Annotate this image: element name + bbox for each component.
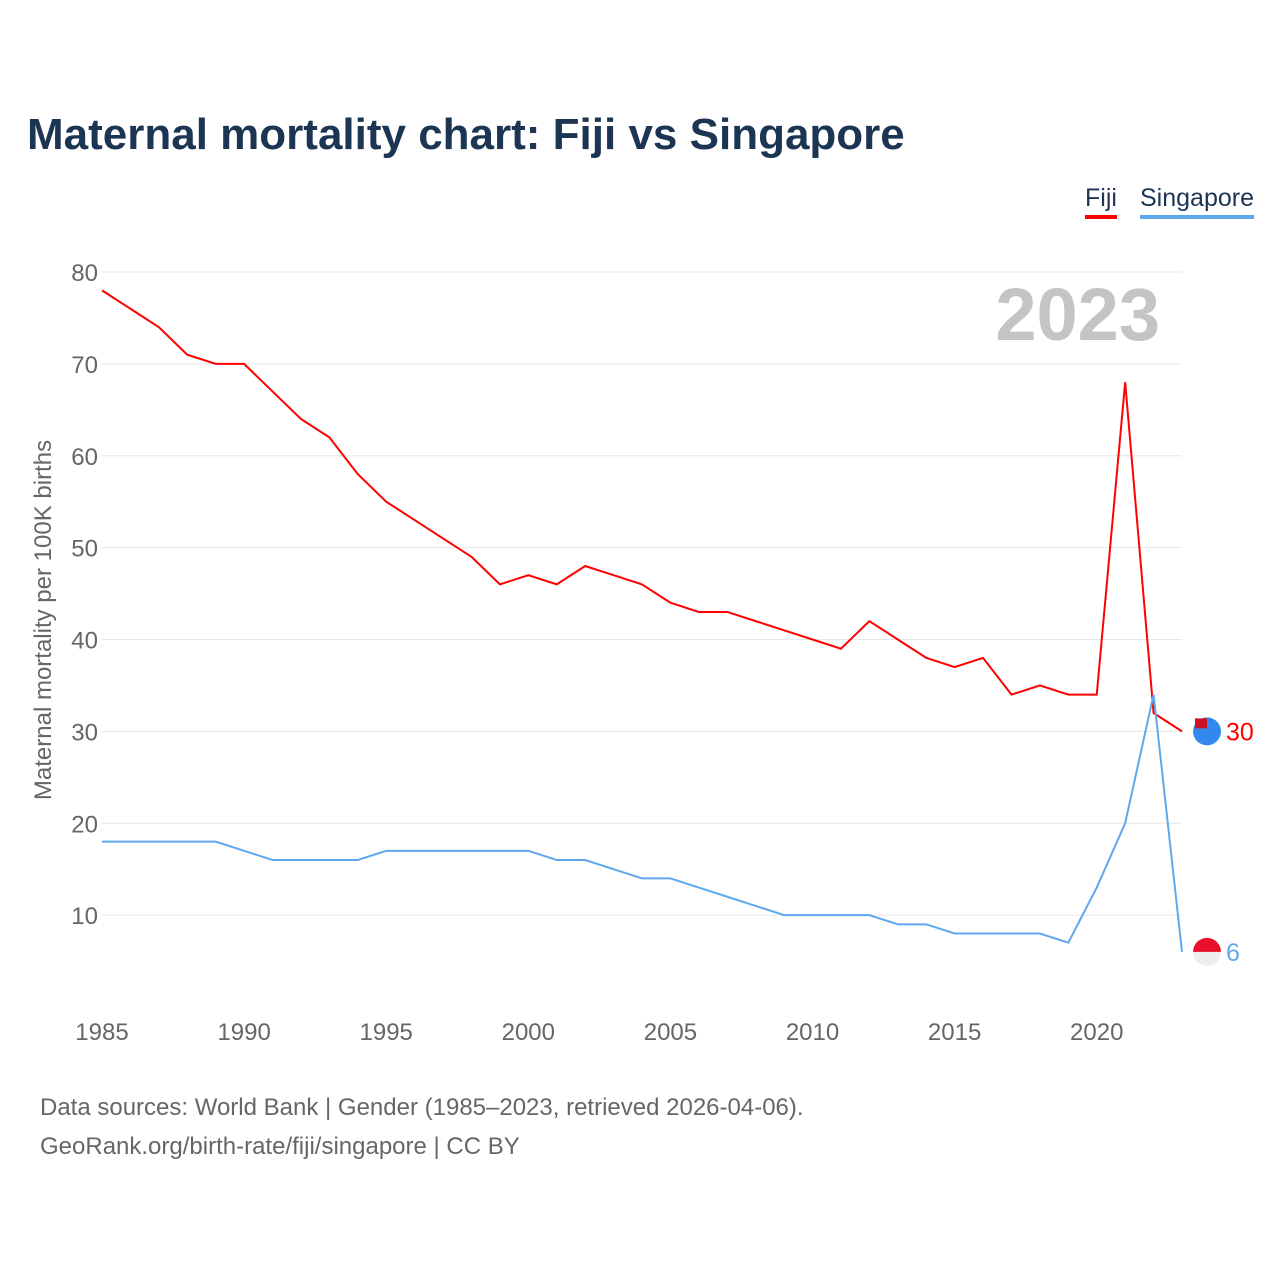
x-tick-label: 2015 <box>928 1019 981 1046</box>
source-line-2[interactable]: GeoRank.org/birth-rate/fiji/singapore | … <box>40 1133 520 1160</box>
x-tick-label: 1990 <box>217 1019 270 1046</box>
source-note: Data sources: World Bank | Gender (1985–… <box>40 1088 804 1166</box>
x-tick-label: 1995 <box>360 1019 413 1046</box>
y-tick-label: 50 <box>71 536 98 563</box>
end-value-label: 30 <box>1226 718 1254 746</box>
y-tick-label: 30 <box>71 719 98 746</box>
y-tick-label: 20 <box>71 811 98 838</box>
y-tick-label: 10 <box>71 903 98 930</box>
x-tick-label: 2000 <box>502 1019 555 1046</box>
y-axis-label: Maternal mortality per 100K births <box>30 440 57 800</box>
chart-title: Maternal mortality chart: Fiji vs Singap… <box>27 110 905 159</box>
x-tick-label: 1985 <box>75 1019 128 1046</box>
x-tick-label: 2005 <box>644 1019 697 1046</box>
legend-fiji[interactable]: Fiji <box>1085 184 1117 219</box>
flag-canton <box>1195 718 1207 729</box>
y-tick-label: 70 <box>71 352 98 379</box>
series-line-fiji <box>101 289 1183 733</box>
legend-singapore[interactable]: Singapore <box>1140 184 1254 219</box>
end-value-label: 6 <box>1226 939 1240 967</box>
x-tick-label: 2020 <box>1070 1019 1123 1046</box>
y-tick-label: 40 <box>71 628 98 655</box>
x-tick-label: 2010 <box>786 1019 839 1046</box>
series-line-singapore <box>102 694 1183 952</box>
y-tick-label: 60 <box>71 444 98 471</box>
flag-top-half <box>1193 937 1221 952</box>
year-label: 2023 <box>995 273 1160 356</box>
source-line-1: Data sources: World Bank | Gender (1985–… <box>40 1094 804 1121</box>
y-tick-label: 80 <box>71 260 98 287</box>
